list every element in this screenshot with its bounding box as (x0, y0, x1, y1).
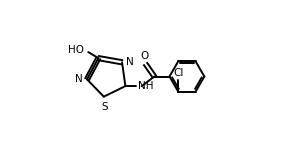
Text: N: N (75, 74, 83, 84)
Text: NH: NH (137, 81, 153, 91)
Text: O: O (141, 51, 149, 61)
Text: HO: HO (68, 45, 84, 55)
Text: N: N (126, 56, 134, 67)
Text: S: S (101, 102, 108, 112)
Text: Cl: Cl (173, 68, 183, 78)
